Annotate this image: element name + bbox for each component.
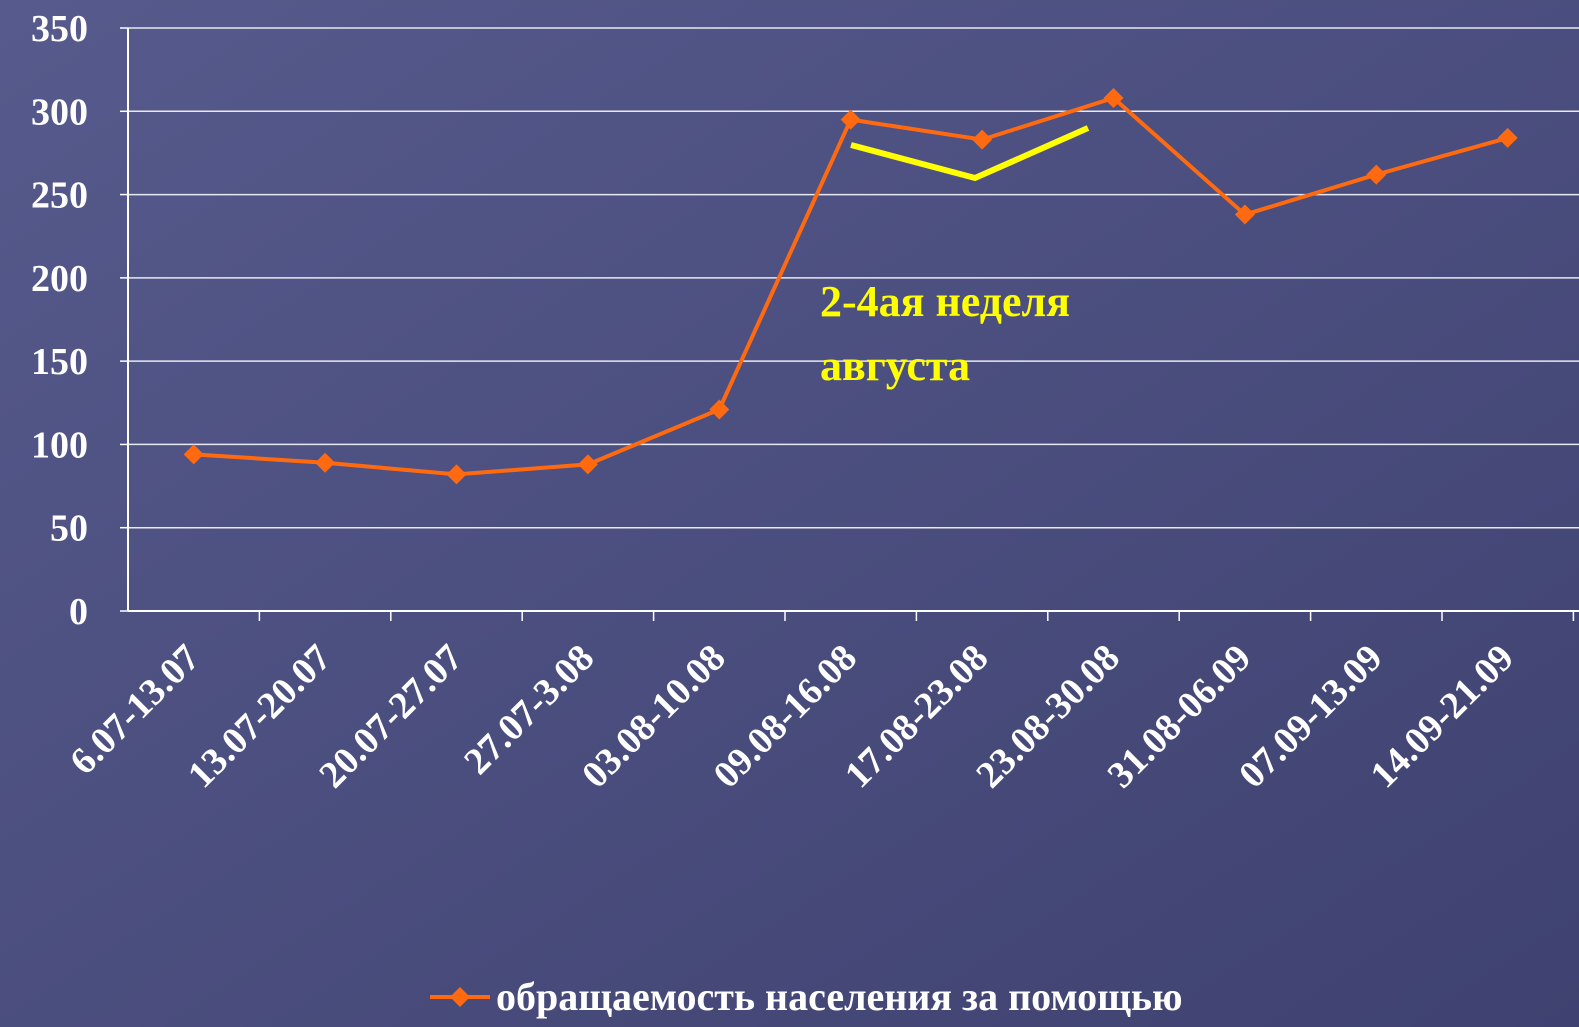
data-point (840, 109, 861, 130)
y-tick-label: 300 (31, 91, 88, 133)
y-tick-label: 150 (31, 341, 88, 383)
data-point (1366, 164, 1387, 185)
data-point (1497, 127, 1518, 148)
data-point (972, 129, 993, 150)
data-point (315, 452, 336, 473)
y-tick-label: 250 (31, 175, 88, 217)
legend-marker (450, 987, 470, 1007)
y-tick-label: 100 (31, 424, 88, 466)
data-point (1234, 204, 1255, 225)
data-point (183, 444, 204, 465)
annotation-bracket (850, 125, 1090, 182)
y-tick-label: 0 (69, 591, 88, 633)
data-point (709, 399, 730, 420)
legend-label: обращаемость населения за помощью (496, 974, 1183, 1019)
y-tick-label: 350 (31, 8, 88, 50)
data-point (446, 464, 467, 485)
annotation: августа (820, 341, 970, 390)
y-tick-label: 200 (31, 258, 88, 300)
data-point (1103, 87, 1124, 108)
annotation: 2-4ая неделя (820, 277, 1070, 326)
y-tick-label: 50 (50, 508, 88, 550)
data-point (577, 454, 598, 475)
